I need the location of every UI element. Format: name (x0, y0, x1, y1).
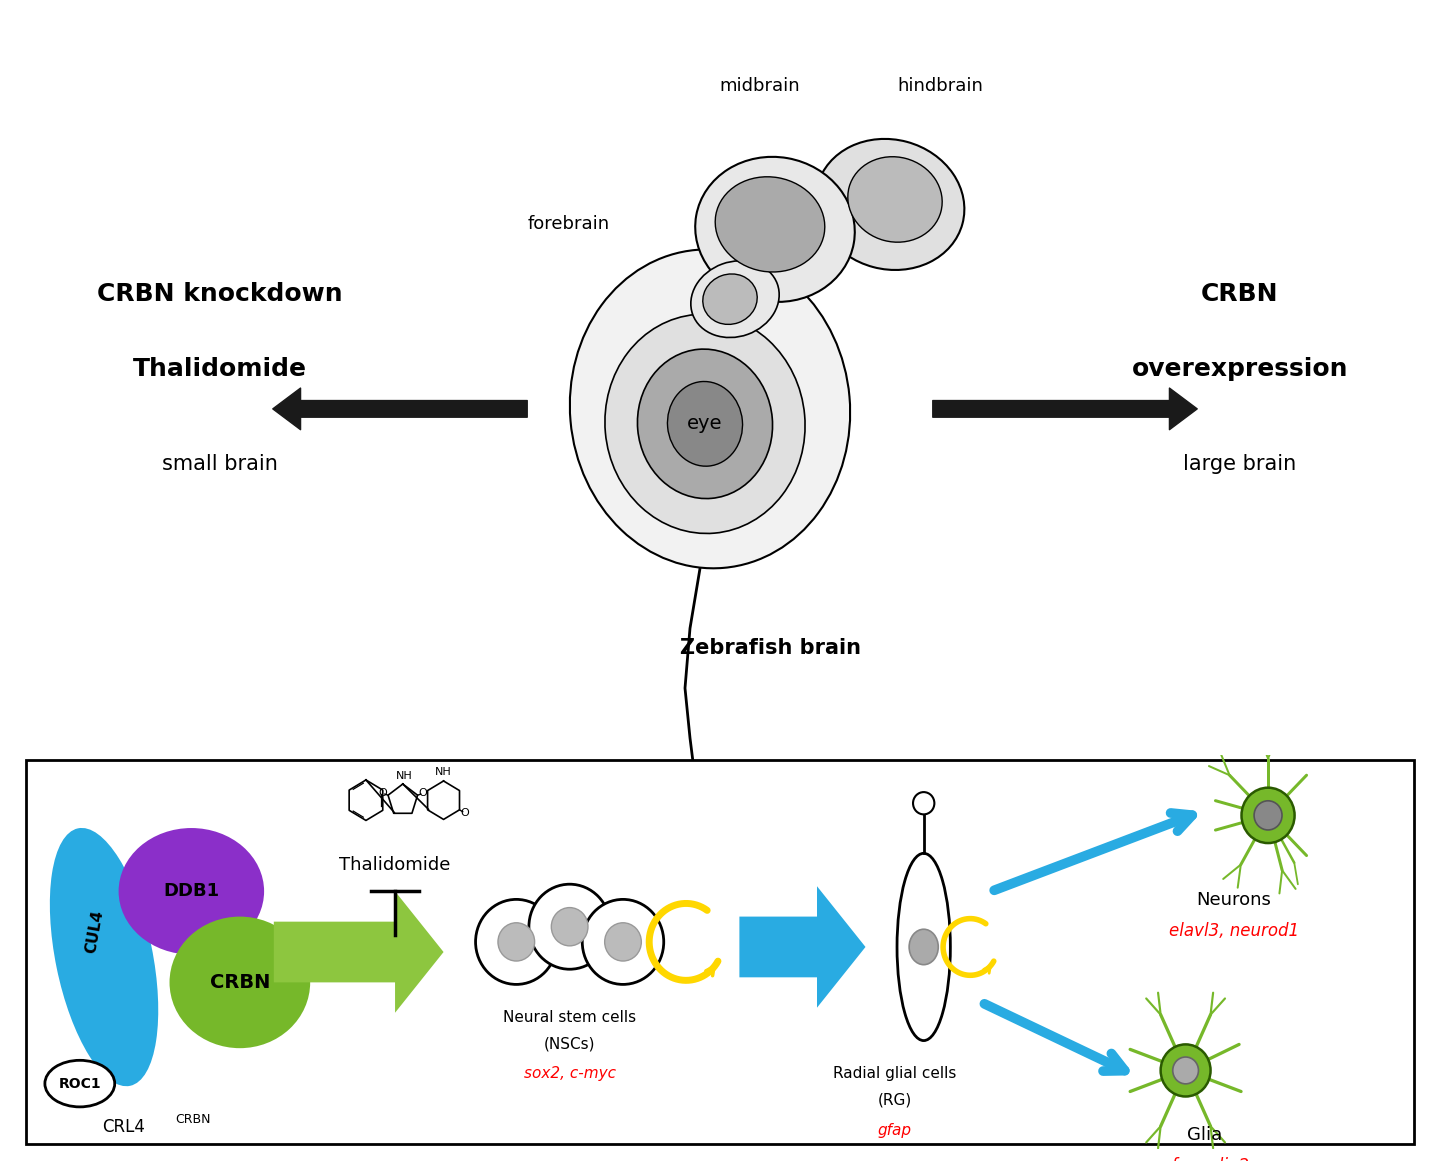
Text: forebrain: forebrain (528, 216, 611, 233)
Ellipse shape (703, 274, 757, 324)
Ellipse shape (45, 1060, 115, 1106)
Text: Glia: Glia (1188, 1126, 1223, 1145)
Circle shape (475, 900, 557, 985)
FancyArrowPatch shape (933, 388, 1197, 430)
Text: ROC1: ROC1 (59, 1076, 101, 1090)
Text: DDB1: DDB1 (163, 882, 219, 900)
Ellipse shape (668, 382, 743, 467)
FancyBboxPatch shape (26, 759, 1414, 1145)
Text: sox2, c-myc: sox2, c-myc (524, 1067, 616, 1081)
Text: CRBN: CRBN (174, 1112, 210, 1125)
Text: small brain: small brain (163, 454, 278, 474)
Text: Zebrafish brain: Zebrafish brain (680, 639, 861, 658)
Circle shape (1241, 787, 1295, 843)
Ellipse shape (605, 315, 805, 533)
Ellipse shape (909, 929, 939, 965)
Ellipse shape (848, 157, 942, 243)
Text: (RG): (RG) (877, 1093, 912, 1108)
Text: O: O (419, 788, 428, 799)
Text: CRBN: CRBN (1201, 282, 1279, 307)
Circle shape (582, 900, 664, 985)
Text: Thalidomide: Thalidomide (132, 356, 307, 381)
Text: O: O (379, 788, 387, 799)
Text: gfap, olig2: gfap, olig2 (1161, 1158, 1248, 1161)
Text: (NSCs): (NSCs) (544, 1036, 595, 1051)
Ellipse shape (815, 139, 965, 271)
Text: gfap: gfap (877, 1123, 912, 1138)
Text: CRBN knockdown: CRBN knockdown (96, 282, 343, 307)
Polygon shape (274, 892, 444, 1012)
Text: Radial glial cells: Radial glial cells (832, 1067, 956, 1081)
Circle shape (1172, 1057, 1198, 1084)
Ellipse shape (170, 916, 310, 1048)
Ellipse shape (897, 853, 950, 1040)
Text: CUL4: CUL4 (84, 909, 105, 954)
Circle shape (552, 908, 588, 946)
Text: hindbrain: hindbrain (897, 77, 984, 95)
Circle shape (913, 792, 935, 814)
Text: elavl3, neurod1: elavl3, neurod1 (1169, 922, 1299, 939)
Ellipse shape (716, 176, 825, 272)
Text: large brain: large brain (1184, 454, 1296, 474)
Text: NH: NH (396, 771, 412, 781)
Text: CRL4: CRL4 (102, 1118, 145, 1137)
Text: eye: eye (687, 414, 723, 433)
Text: Neurons: Neurons (1197, 892, 1272, 909)
Circle shape (528, 885, 611, 969)
Ellipse shape (570, 250, 850, 568)
Ellipse shape (50, 828, 158, 1087)
Circle shape (1161, 1045, 1211, 1096)
Text: O: O (461, 808, 469, 819)
Circle shape (1254, 801, 1282, 830)
Text: NH: NH (435, 767, 452, 778)
Text: overexpression: overexpression (1132, 356, 1348, 381)
Text: Neural stem cells: Neural stem cells (503, 1010, 636, 1025)
Circle shape (498, 923, 534, 961)
Ellipse shape (696, 157, 855, 302)
Text: Thalidomide: Thalidomide (340, 856, 451, 874)
Text: midbrain: midbrain (720, 77, 801, 95)
Text: CRBN: CRBN (210, 973, 271, 991)
Ellipse shape (691, 261, 779, 338)
Ellipse shape (638, 349, 773, 498)
Polygon shape (739, 886, 865, 1008)
Ellipse shape (118, 828, 264, 954)
FancyArrowPatch shape (272, 388, 527, 430)
Circle shape (605, 923, 641, 961)
